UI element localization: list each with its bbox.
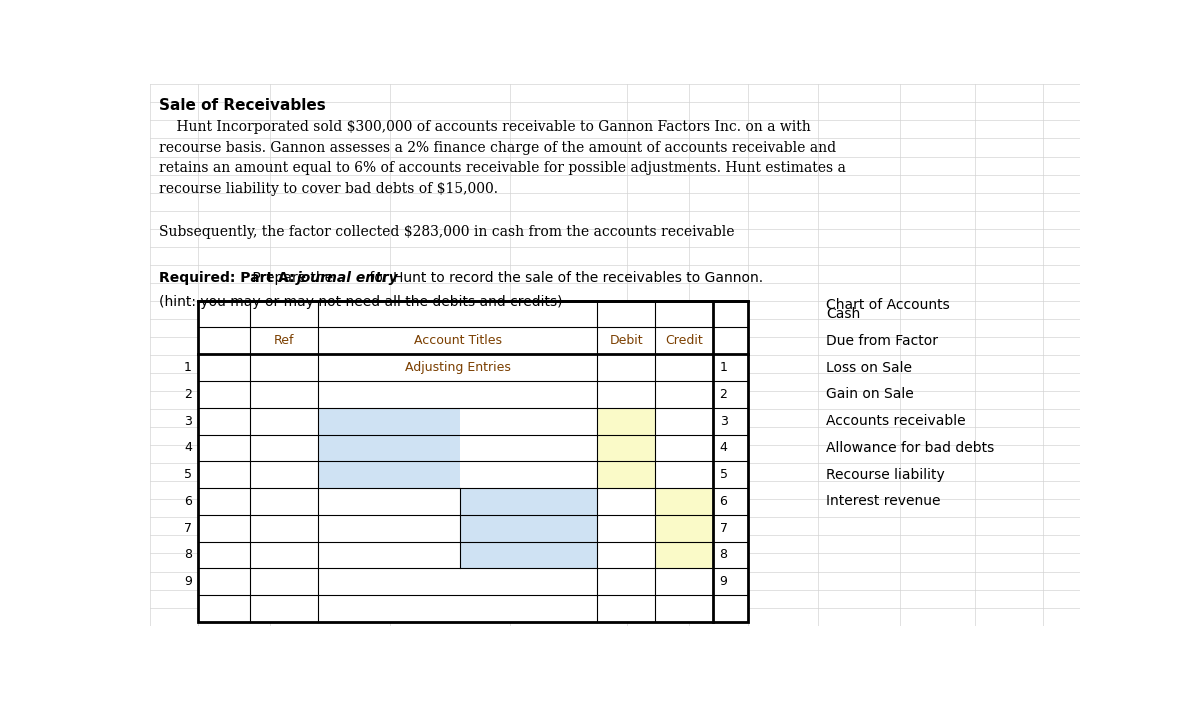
Text: Allowance for bad debts: Allowance for bad debts [826,441,994,455]
Text: Due from Factor: Due from Factor [826,334,938,348]
Text: 2: 2 [184,388,192,401]
Text: recourse liability to cover bad debts of $15,000.: recourse liability to cover bad debts of… [160,182,498,196]
Text: Hunt Incorporated sold $300,000 of accounts receivable to Gannon Factors Inc. on: Hunt Incorporated sold $300,000 of accou… [160,120,811,134]
Bar [655,488,714,515]
Text: Gain on Sale: Gain on Sale [826,387,913,401]
Text: Adjusting Entries: Adjusting Entries [404,361,511,374]
Bar [318,434,460,461]
Text: Loss on Sale: Loss on Sale [826,361,912,375]
Text: journal entry: journal entry [296,271,398,285]
Text: 1: 1 [184,361,192,374]
Bar [655,515,714,541]
Text: Accounts receivable: Accounts receivable [826,414,966,428]
Text: (hint: you may or may not need all the debits and credits): (hint: you may or may not need all the d… [160,295,563,309]
Bar [598,461,655,488]
Text: 3: 3 [184,415,192,427]
Text: 5: 5 [720,468,727,481]
Text: Subsequently, the factor collected $283,000 in cash from the accounts receivable: Subsequently, the factor collected $283,… [160,224,734,238]
Bar [460,488,598,515]
Text: 4: 4 [184,441,192,454]
Text: Chart of Accounts: Chart of Accounts [826,298,949,312]
Text: 8: 8 [720,548,727,562]
Text: 6: 6 [184,495,192,508]
Text: recourse basis. Gannon assesses a 2% finance charge of the amount of accounts re: recourse basis. Gannon assesses a 2% fin… [160,141,836,155]
Text: 2: 2 [720,388,727,401]
Text: Interest revenue: Interest revenue [826,494,941,508]
Text: Prepare the: Prepare the [248,271,338,285]
Bar [598,408,655,434]
Bar [598,434,655,461]
Bar [318,461,460,488]
Text: retains an amount equal to 6% of accounts receivable for possible adjustments. H: retains an amount equal to 6% of account… [160,162,846,175]
Text: 7: 7 [184,522,192,535]
Text: 9: 9 [720,575,727,588]
Text: 5: 5 [184,468,192,481]
Bar [318,408,460,434]
Text: 6: 6 [720,495,727,508]
Text: 3: 3 [720,415,727,427]
Text: for Hunt to record the sale of the receivables to Gannon.: for Hunt to record the sale of the recei… [365,271,763,285]
Text: 4: 4 [720,441,727,454]
Text: Required: Part A:: Required: Part A: [160,271,295,285]
Bar [460,541,598,568]
Bar [655,541,714,568]
Text: Cash: Cash [826,307,860,321]
Bar [198,301,749,622]
Text: Debit: Debit [610,335,643,347]
Text: Credit: Credit [666,335,703,347]
Text: 7: 7 [720,522,727,535]
Bar [460,515,598,541]
Text: 9: 9 [184,575,192,588]
Text: Ref: Ref [274,335,294,347]
Text: Sale of Receivables: Sale of Receivables [160,98,326,113]
Text: Recourse liability: Recourse liability [826,467,944,482]
Text: Account Titles: Account Titles [414,335,502,347]
Bar [198,301,749,622]
Text: 1: 1 [720,361,727,374]
Text: 8: 8 [184,548,192,562]
